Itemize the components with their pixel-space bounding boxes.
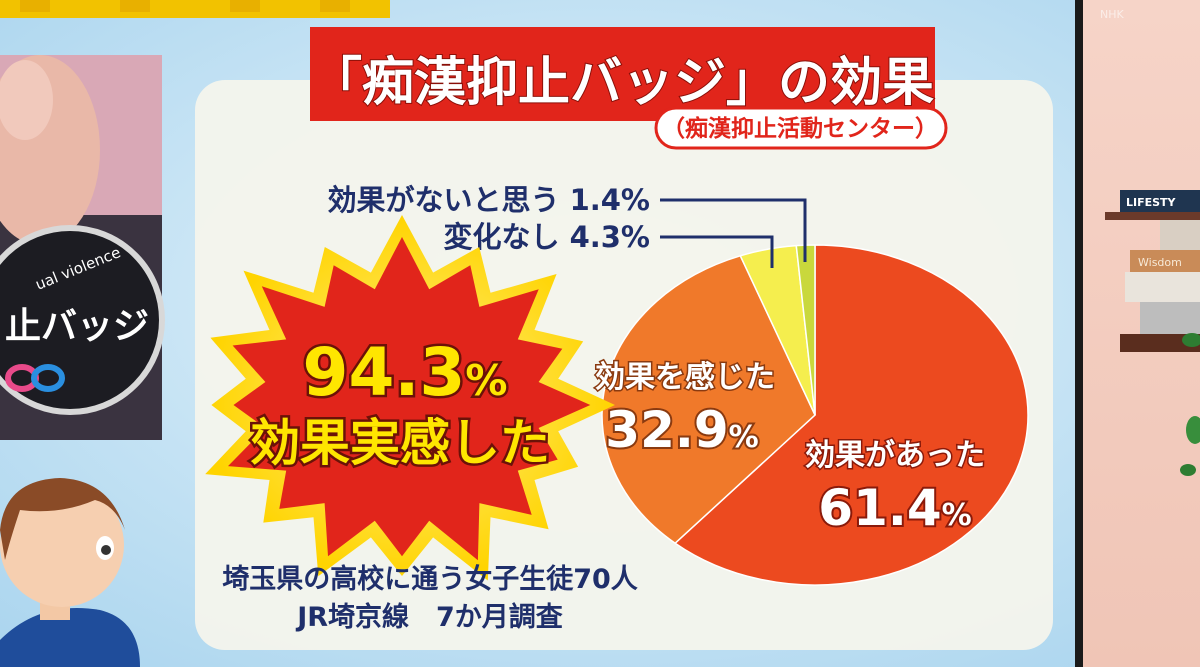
label-no-effect: 効果がないと思う 1.4% (328, 183, 650, 217)
source-pill: （痴漢抑止活動センター） (654, 106, 948, 150)
pie-chart (601, 244, 1029, 586)
value-felt-effect-number: 32.9 (605, 401, 728, 459)
burst-value: 94.3% (303, 334, 508, 411)
label-no-change-value: 4.3% (570, 220, 650, 254)
label-no-effect-value: 1.4% (570, 183, 650, 217)
value-felt-effect: 32.9% (605, 401, 758, 459)
book-spine-2: Wisdom (1138, 256, 1182, 269)
pie-slice-0 (673, 244, 1029, 586)
badge-text-jp: 止バッジ (5, 306, 149, 347)
book-spine-1: LIFESTY (1126, 196, 1177, 209)
infinity-icon (5, 364, 65, 392)
footnote-line-1: 埼玉県の高校に通う女子生徒70人 (222, 563, 638, 595)
studio-set: NHK LIFESTY Wisdom (1075, 0, 1200, 667)
cartoon-character (0, 478, 140, 667)
burst-value-number: 94.3 (303, 334, 466, 411)
source-label: （痴漢抑止活動センター） (662, 115, 938, 142)
burst-shape (228, 237, 591, 561)
title-banner: 「痴漢抑止バッジ」の効果 (309, 27, 935, 121)
page-title: 「痴漢抑止バッジ」の効果 (310, 53, 934, 113)
label-felt-effect: 効果を感じた (595, 360, 775, 395)
pie-slice-1 (601, 254, 816, 545)
value-had-effect: 61.4% (818, 479, 971, 537)
burst-value-unit: % (465, 356, 507, 405)
label-no-effect-text: 効果がないと思う (328, 183, 560, 217)
burst-caption: 効果実感した (250, 414, 550, 472)
leader-line-no-effect (660, 198, 807, 262)
value-had-effect-number: 61.4 (818, 479, 941, 537)
badge-photo: ual violence 止バッジ (0, 55, 165, 440)
leader-line-no-change (660, 235, 774, 268)
plant-icon (1180, 333, 1200, 476)
label-no-change: 変化なし 4.3% (444, 220, 650, 254)
bookshelf: LIFESTY Wisdom (1105, 190, 1200, 352)
leader-lines (660, 198, 807, 268)
label-had-effect: 効果があった (805, 438, 985, 473)
tv-logo: NHK (1100, 8, 1125, 21)
value-had-effect-unit: % (942, 498, 972, 533)
footnote-line-2: JR埼京線 7か月調査 (295, 601, 563, 633)
highlight-burst: 94.3% 効果実感した (205, 215, 615, 581)
top-strip (0, 0, 390, 18)
value-felt-effect-unit: % (729, 420, 759, 455)
label-no-change-text: 変化なし (444, 220, 560, 254)
